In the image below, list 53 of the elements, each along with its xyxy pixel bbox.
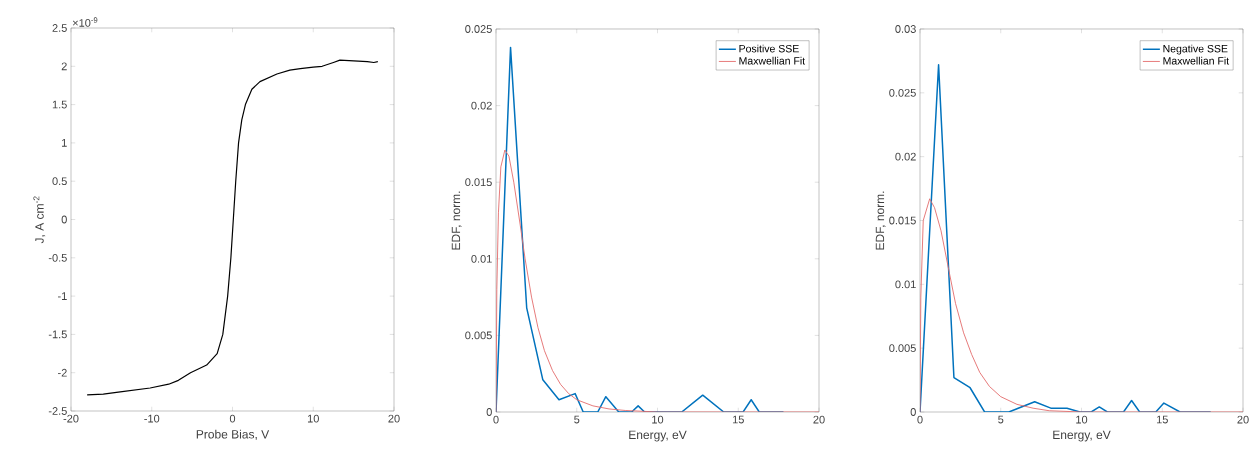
x-tick-label: 5	[574, 415, 580, 424]
text: ×10$^{-9}$	[72, 17, 98, 27]
x-axis-title: Energy, eV	[629, 430, 687, 442]
line-series	[496, 149, 820, 412]
y-tick-label: 0	[486, 408, 492, 416]
x-tick-label: 0	[229, 414, 236, 423]
y-tick-label: 0	[910, 408, 916, 416]
y-tick-label: 1.5	[52, 100, 67, 109]
y-axis-title: J, A cm$^{-2}$	[33, 196, 46, 244]
y-tick-label: -1.5	[48, 330, 67, 339]
x-tick-label: 15	[1156, 415, 1168, 424]
y-tick-label: 0.02	[895, 152, 916, 161]
y-tick-label: 0.025	[465, 25, 492, 33]
y-tick-label: 0.03	[895, 25, 916, 33]
x-tick-label: 20	[813, 415, 825, 424]
y-tick-label: 0.5	[52, 177, 67, 186]
y-axis-title: EDF, norm.	[875, 191, 886, 250]
x-tick-label: 0	[493, 415, 499, 424]
y-tick-label: 1	[62, 139, 67, 147]
y-tick-label: -2.5	[48, 407, 67, 415]
x-tick-label: 20	[388, 414, 400, 423]
x-tick-label: 0	[917, 415, 923, 424]
y-tick-label: 0.02	[471, 101, 492, 110]
x-axis-title: Probe Bias, V	[196, 429, 270, 440]
y-tick-label: 0.005	[465, 331, 492, 340]
y-tick-label: 0.015	[889, 216, 916, 225]
x-tick-label: 10	[652, 415, 664, 424]
y-tick-label: 0.01	[471, 254, 492, 263]
x-tick-label: -20	[63, 414, 79, 423]
x-tick-label: 15	[732, 415, 744, 424]
legend-label: Maxwellian Fit	[1163, 56, 1230, 65]
x-axis-title: Energy, eV	[1053, 430, 1111, 442]
y-tick-label: 0.005	[889, 344, 916, 353]
x-tick-label: -10	[144, 414, 160, 423]
x-tick-label: 5	[998, 415, 1004, 424]
legend-label: Positive SSE	[739, 44, 799, 53]
y-tick-label: 0	[61, 215, 67, 224]
y-tick-label: 0.015	[465, 178, 492, 187]
line-series	[86, 59, 379, 396]
y-tick-label: 0.01	[895, 280, 916, 289]
x-tick-label: 10	[307, 414, 319, 423]
y-tick-label: -1	[58, 292, 67, 300]
y-tick-label: 2.5	[52, 24, 67, 32]
y-tick-label: -0.5	[48, 253, 67, 262]
legend-label: Maxwellian Fit	[739, 56, 806, 65]
y-axis-title: EDF, norm.	[451, 191, 462, 250]
line-series	[920, 198, 1244, 412]
y-tick-label: 2	[61, 62, 67, 71]
y-tick-label: 0.025	[889, 88, 916, 97]
y-tick-label: -2	[58, 368, 67, 377]
x-tick-label: 10	[1076, 415, 1088, 424]
legend-label: Negative SSE	[1163, 44, 1228, 55]
x-tick-label: 20	[1237, 415, 1249, 424]
